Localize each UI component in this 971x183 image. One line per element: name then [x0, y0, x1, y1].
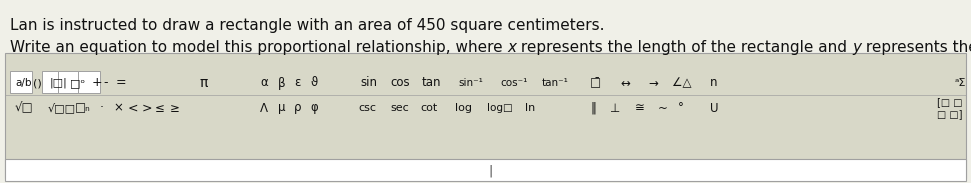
Text: □̄: □̄: [590, 76, 601, 89]
Text: μ: μ: [278, 102, 285, 115]
Text: ln: ln: [525, 103, 535, 113]
Text: +: +: [92, 76, 103, 89]
Text: cos⁻¹: cos⁻¹: [500, 78, 527, 88]
Text: cot: cot: [420, 103, 437, 113]
Text: -: -: [103, 76, 108, 89]
Text: ⊥: ⊥: [610, 102, 620, 115]
Text: π: π: [200, 76, 209, 90]
Text: Write an equation to model this proportional relationship, where: Write an equation to model this proporti…: [10, 40, 508, 55]
Text: >: >: [142, 102, 152, 115]
Text: °: °: [678, 102, 684, 115]
Text: |: |: [487, 165, 492, 178]
Text: ∠△: ∠△: [672, 76, 691, 89]
Text: ρ: ρ: [294, 102, 302, 115]
Text: ~: ~: [658, 102, 668, 115]
Text: y: y: [853, 40, 861, 55]
Text: [□ □
□ □]: [□ □ □ □]: [937, 97, 962, 119]
FancyBboxPatch shape: [58, 71, 80, 93]
Text: |□|: |□|: [50, 78, 68, 88]
Text: ×: ×: [113, 102, 123, 115]
Text: √□□: √□□: [48, 103, 76, 113]
Text: Lan is instructed to draw a rectangle with an area of 450 square centimeters.: Lan is instructed to draw a rectangle wi…: [10, 18, 605, 33]
Text: ≅: ≅: [635, 102, 645, 115]
Text: Λ: Λ: [260, 102, 268, 115]
FancyBboxPatch shape: [78, 71, 100, 93]
Text: a/b: a/b: [15, 78, 31, 88]
Text: represents the width of the rectangle.: represents the width of the rectangle.: [861, 40, 971, 55]
Text: ≥: ≥: [170, 102, 180, 115]
FancyBboxPatch shape: [42, 71, 58, 93]
Text: sin: sin: [360, 76, 377, 89]
Text: tan: tan: [422, 76, 442, 89]
Text: α: α: [260, 76, 268, 89]
Text: x: x: [508, 40, 517, 55]
Text: ↔: ↔: [620, 76, 630, 89]
Text: ·: ·: [100, 102, 104, 115]
Text: β: β: [278, 76, 285, 89]
Text: ᵃΣ: ᵃΣ: [955, 78, 966, 88]
FancyBboxPatch shape: [5, 159, 966, 181]
Text: →: →: [648, 76, 658, 89]
Text: cos: cos: [390, 76, 410, 89]
Text: =: =: [116, 76, 126, 89]
Text: □ᵒ: □ᵒ: [70, 78, 85, 88]
Text: ε: ε: [294, 76, 300, 89]
Text: represents the length of the rectangle and: represents the length of the rectangle a…: [517, 40, 853, 55]
Text: φ: φ: [310, 102, 318, 115]
FancyBboxPatch shape: [5, 53, 966, 178]
Text: tan⁻¹: tan⁻¹: [542, 78, 569, 88]
Text: csc: csc: [358, 103, 376, 113]
Text: log□: log□: [487, 103, 513, 113]
Text: □ₙ: □ₙ: [75, 102, 90, 115]
Text: U: U: [710, 102, 719, 115]
Text: sec: sec: [390, 103, 409, 113]
Text: sin⁻¹: sin⁻¹: [458, 78, 483, 88]
Text: (): (): [33, 78, 42, 88]
Text: <: <: [128, 102, 139, 115]
Text: log: log: [455, 103, 472, 113]
Text: √□: √□: [15, 102, 34, 115]
Text: ‖: ‖: [590, 102, 596, 115]
FancyBboxPatch shape: [10, 71, 32, 93]
Text: n: n: [710, 76, 718, 89]
Text: ≤: ≤: [155, 102, 165, 115]
Text: ϑ: ϑ: [310, 76, 318, 89]
